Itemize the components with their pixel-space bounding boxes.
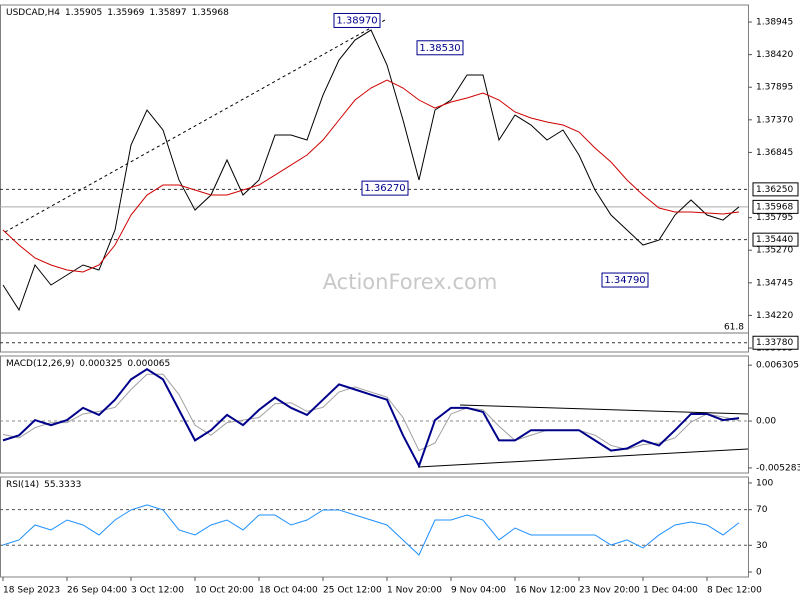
panel-title: MACD(12,26,9) 0.000325 0.000065	[6, 359, 170, 369]
price-label: 1.36250	[756, 185, 793, 195]
x-tick-label: 18 Sep 2023	[3, 586, 60, 596]
series-line	[2, 368, 740, 469]
annotation-label: 1.38970	[336, 15, 377, 26]
y-tick-label: 1.34220	[756, 311, 793, 321]
y-tick-label: 1.34745	[756, 278, 793, 288]
annotation-box	[361, 180, 409, 196]
y-tick-label: 1.37370	[756, 115, 793, 125]
annotation-label: 1.34790	[604, 275, 645, 286]
series-line	[2, 504, 740, 556]
price-label-box	[752, 232, 799, 247]
series-line	[2, 29, 740, 312]
x-tick-label: 1 Dec 04:00	[643, 586, 698, 596]
macd-trend-line	[417, 448, 749, 468]
readout: 1.35968	[192, 8, 229, 18]
y-tick-label: 30	[756, 541, 768, 551]
y-tick-label: -0.005283	[756, 463, 800, 473]
price-label: 1.33780	[756, 338, 793, 348]
y-tick-label: 70	[756, 505, 768, 515]
readout: 1.35897	[149, 8, 186, 18]
panel-title: USDCAD,H4 1.35905 1.35969 1.35897 1.35968	[6, 8, 229, 18]
readout: 0.000065	[127, 359, 170, 369]
y-tick-label: 1.35270	[756, 246, 793, 256]
watermark: ActionForex.com	[323, 270, 498, 294]
trend-line	[4, 19, 386, 233]
macd-trend-line	[459, 404, 749, 415]
title: MACD(12,26,9)	[6, 359, 74, 369]
y-tick-label: 1.38420	[756, 50, 793, 60]
x-tick-label: 25 Oct 12:00	[323, 586, 382, 596]
readout: 1.35905	[65, 8, 102, 18]
title: USDCAD,H4	[6, 8, 60, 18]
annotation-box	[601, 272, 649, 288]
x-tick-label: 23 Nov 20:00	[579, 586, 640, 596]
annotation-box	[333, 12, 381, 28]
fib-label: 61.8	[724, 322, 744, 332]
title: RSI(14)	[6, 480, 39, 490]
panel-frame	[0, 355, 749, 474]
price-label-box	[752, 182, 799, 197]
price-label: 1.35968	[756, 202, 793, 212]
annotation-box	[416, 40, 464, 56]
y-tick-label: 0.006305	[756, 361, 799, 371]
price-label: 1.35440	[756, 235, 793, 245]
x-tick-label: 9 Nov 04:00	[451, 586, 506, 596]
readout: 1.35969	[107, 8, 144, 18]
x-tick-label: 18 Oct 04:00	[259, 586, 318, 596]
price-label-box	[752, 335, 799, 350]
series-line	[2, 79, 740, 273]
y-tick-label: 1.35795	[756, 213, 793, 223]
y-tick-label: 0.00	[756, 417, 776, 427]
x-tick-label: 3 Oct 12:00	[131, 586, 184, 596]
panel-title: RSI(14) 55.3333	[6, 480, 81, 490]
y-tick-label: 100	[756, 478, 773, 488]
annotation-label: 1.36270	[364, 183, 405, 194]
panel-frame	[0, 476, 749, 578]
x-tick-label: 8 Dec 12:00	[707, 586, 762, 596]
x-tick-label: 16 Nov 12:00	[515, 586, 576, 596]
y-tick-label: 1.38945	[756, 18, 793, 28]
y-tick-label: 1.36845	[756, 148, 793, 158]
annotation-label: 1.38530	[419, 43, 460, 54]
x-tick-label: 10 Oct 20:00	[195, 586, 254, 596]
y-tick-label: 1.37895	[756, 83, 793, 93]
series-line	[2, 373, 740, 452]
readout: 0.000325	[79, 359, 122, 369]
y-tick-label: 0	[756, 568, 762, 578]
x-tick-label: 26 Sep 04:00	[67, 586, 127, 596]
readout: 55.3333	[44, 480, 81, 490]
price-label-box	[752, 199, 799, 214]
panel-frame	[0, 4, 749, 353]
x-tick-label: 1 Nov 20:00	[387, 586, 442, 596]
